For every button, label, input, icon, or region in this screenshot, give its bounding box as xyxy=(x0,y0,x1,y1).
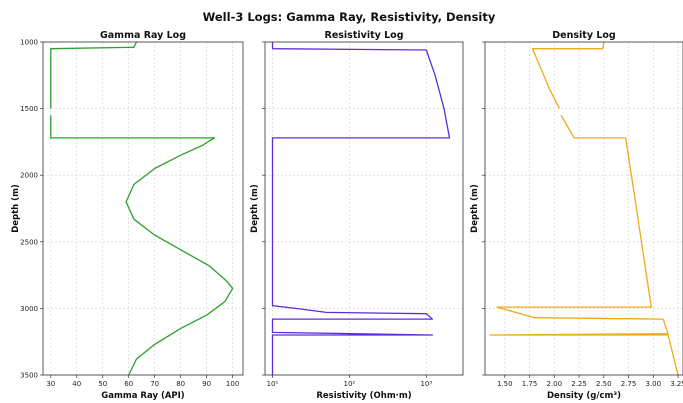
gamma-xtick-label-0: 30 xyxy=(46,380,55,388)
gamma-axes-frame xyxy=(42,41,244,376)
density-series-line-0 xyxy=(531,41,605,109)
density-xtick-label-3: 2.25 xyxy=(571,380,587,388)
density-xtick-label-1: 1.75 xyxy=(522,380,538,388)
gamma-panel-title: Gamma Ray Log xyxy=(100,30,186,41)
gamma-xtick-label-1: 40 xyxy=(72,380,81,388)
gamma-xtick-label-7: 100 xyxy=(226,380,239,388)
gamma-ylabel: Depth (m) xyxy=(11,184,21,233)
gamma-ytick-label-0: 1000 xyxy=(20,39,38,47)
panel-gamma-ray: Gamma Ray Log 30 40 50 60 70 80 90 100 1000 1500 20… xyxy=(11,30,244,401)
gamma-xlabel: Gamma Ray (API) xyxy=(101,391,184,401)
panel-resistivity: Resistivity Log 10¹ 10² 10³ Resistivity (Ohm… xyxy=(250,30,464,401)
density-xtick-label-7: 3.25 xyxy=(670,380,683,388)
density-xtick-label-4: 2.50 xyxy=(596,380,612,388)
figure-title: Well-3 Logs: Gamma Ray, Resistivity, Den… xyxy=(203,10,496,24)
density-xtick-label-6: 3.00 xyxy=(646,380,662,388)
panel-density: Density Log 1.50 1.75 2.00 2.25 2.50 2.75 3.00 3… xyxy=(470,30,683,401)
density-xlabel: Density (g/cm³) xyxy=(547,391,621,401)
density-axes-frame xyxy=(484,41,683,376)
gamma-xtick-label-2: 50 xyxy=(98,380,107,388)
resistivity-xlabel: Resistivity (Ohm·m) xyxy=(316,391,411,401)
gamma-ytick-label-4: 3000 xyxy=(20,305,38,313)
gamma-series-line-1 xyxy=(50,115,234,376)
density-ylabel: Depth (m) xyxy=(470,184,480,233)
resistivity-ylabel: Depth (m) xyxy=(250,184,260,233)
resistivity-panel-title: Resistivity Log xyxy=(325,30,404,41)
resistivity-series-line-0 xyxy=(271,42,451,375)
gamma-ytick-label-1: 1500 xyxy=(20,105,38,113)
gamma-xtick-label-4: 70 xyxy=(150,380,159,388)
gamma-ytick-label-2: 2000 xyxy=(20,172,38,180)
density-xtick-label-0: 1.50 xyxy=(497,380,513,388)
density-xtick-label-5: 2.75 xyxy=(621,380,637,388)
resistivity-xtick-label-2: 10³ xyxy=(420,380,432,388)
gamma-series-line-0 xyxy=(50,41,138,109)
density-panel-title: Density Log xyxy=(552,30,615,41)
density-series-line-1 xyxy=(489,114,679,376)
gamma-ytick-label-5: 3500 xyxy=(20,372,38,380)
resistivity-xtick-label-1: 10² xyxy=(344,380,356,388)
gamma-ytick-label-3: 2500 xyxy=(20,238,38,246)
resistivity-axes-frame xyxy=(264,41,464,376)
gamma-xtick-label-6: 90 xyxy=(202,380,211,388)
density-xtick-label-2: 2.00 xyxy=(547,380,563,388)
gamma-xtick-label-3: 60 xyxy=(124,380,133,388)
resistivity-xtick-label-0: 10¹ xyxy=(267,380,279,388)
gamma-xtick-label-5: 80 xyxy=(176,380,185,388)
